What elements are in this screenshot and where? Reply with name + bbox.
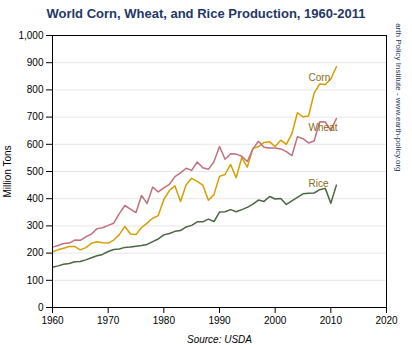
svg-text:600: 600 <box>27 139 44 150</box>
svg-text:1970: 1970 <box>97 315 120 326</box>
svg-text:500: 500 <box>27 166 44 177</box>
svg-text:Earth Policy Institute - www.e: Earth Policy Institute - www.earth-polic… <box>394 23 403 172</box>
svg-text:2010: 2010 <box>320 315 343 326</box>
html-text:World Corn, Wheat, and Rice Pr: World Corn, Wheat, and Rice Production, … <box>46 6 366 21</box>
svg-text:0: 0 <box>38 302 44 313</box>
svg-text:700: 700 <box>27 111 44 122</box>
svg-text:Wheat: Wheat <box>309 122 338 133</box>
svg-text:100: 100 <box>27 275 44 286</box>
svg-text:1980: 1980 <box>153 315 176 326</box>
svg-text:800: 800 <box>27 84 44 95</box>
svg-text:Million Tons: Million Tons <box>2 145 13 197</box>
svg-text:2000: 2000 <box>264 315 287 326</box>
svg-text:Corn: Corn <box>309 72 331 83</box>
svg-text:900: 900 <box>27 57 44 68</box>
svg-text:Source: USDA: Source: USDA <box>187 334 252 345</box>
svg-text:400: 400 <box>27 193 44 204</box>
svg-text:1960: 1960 <box>41 315 64 326</box>
svg-text:Rice: Rice <box>309 178 329 189</box>
svg-text:300: 300 <box>27 220 44 231</box>
svg-text:200: 200 <box>27 247 44 258</box>
svg-text:1,000: 1,000 <box>18 30 43 41</box>
svg-text:2020: 2020 <box>375 315 398 326</box>
svg-text:1990: 1990 <box>208 315 231 326</box>
